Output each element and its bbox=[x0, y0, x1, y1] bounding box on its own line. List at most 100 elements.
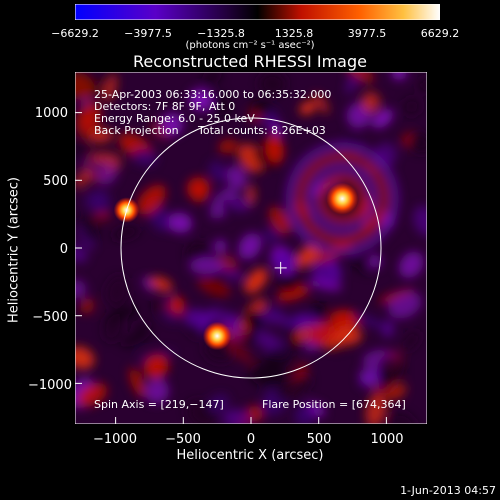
texture-blob bbox=[307, 320, 341, 345]
texture-blob bbox=[368, 254, 382, 269]
texture-blob bbox=[391, 72, 407, 81]
texture-blob bbox=[249, 362, 287, 388]
colorbar-tick: −3977.5 bbox=[124, 27, 172, 40]
texture-blob bbox=[382, 320, 395, 338]
sidelobe-ring bbox=[296, 152, 389, 245]
texture-blob bbox=[388, 291, 422, 319]
texture-blob bbox=[120, 328, 151, 348]
footer-date: 1-Jun-2013 04:57 bbox=[400, 484, 496, 497]
texture-blob bbox=[268, 206, 292, 235]
sidelobe-ring bbox=[307, 163, 378, 234]
texture-blob bbox=[208, 394, 229, 413]
texture-blob bbox=[128, 367, 146, 398]
texture-blob bbox=[277, 376, 312, 400]
texture-blob bbox=[229, 312, 240, 339]
chart-title: Reconstructed RHESSI Image bbox=[133, 52, 367, 71]
texture-blob bbox=[242, 326, 259, 349]
texture-blob bbox=[209, 93, 232, 116]
sidelobe-ring bbox=[285, 141, 400, 256]
texture-blob bbox=[80, 156, 106, 177]
texture-blob bbox=[160, 112, 184, 136]
texture-blob bbox=[132, 149, 157, 166]
texture-blob bbox=[189, 88, 213, 112]
texture-blob bbox=[233, 196, 253, 212]
texture-blob bbox=[225, 339, 253, 365]
texture-blob bbox=[246, 184, 256, 206]
y-tick-label: 1000 bbox=[34, 106, 68, 121]
texture-blob bbox=[329, 309, 362, 328]
texture-blob bbox=[77, 383, 108, 407]
texture-blob bbox=[75, 101, 102, 137]
x-tick-label: 500 bbox=[306, 432, 332, 447]
texture-blob bbox=[75, 72, 95, 101]
texture-blob bbox=[170, 295, 185, 315]
texture-blob bbox=[167, 212, 193, 233]
texture-blob bbox=[244, 268, 268, 294]
spin-axis-marker bbox=[274, 261, 287, 274]
texture-blob bbox=[269, 120, 283, 137]
texture-blob bbox=[201, 72, 223, 86]
colorbar-tick: −1325.8 bbox=[197, 27, 245, 40]
texture-blob bbox=[197, 277, 231, 297]
texture-blob bbox=[80, 297, 95, 314]
texture-blob bbox=[401, 331, 421, 352]
texture-blob bbox=[250, 100, 273, 115]
texture-blob bbox=[133, 320, 151, 331]
texture-blob bbox=[361, 91, 381, 113]
texture-blob bbox=[216, 266, 245, 281]
detectors-text: Detectors: 7F 8F 9F, Att 0 bbox=[94, 100, 236, 113]
bright-source bbox=[202, 321, 232, 351]
texture-blob bbox=[413, 205, 427, 236]
x-tick-label: −500 bbox=[165, 432, 201, 447]
texture-blob bbox=[184, 309, 208, 326]
colorbar-tick: 3977.5 bbox=[347, 27, 387, 40]
texture-blob bbox=[78, 213, 99, 244]
texture-blob bbox=[111, 226, 140, 240]
colorbar-tick: 1325.8 bbox=[274, 27, 314, 40]
method-text: Back Projection bbox=[94, 124, 179, 137]
y-axis-label: Heliocentric Y (arcsec) bbox=[6, 177, 22, 323]
texture-blob bbox=[238, 233, 262, 260]
total-counts-text: Total counts: 8.26E+03 bbox=[198, 124, 326, 137]
texture-blob bbox=[276, 285, 310, 302]
x-tick-label: −1000 bbox=[93, 432, 137, 447]
x-tick-label: 1000 bbox=[370, 432, 404, 447]
texture-blob bbox=[87, 129, 114, 143]
texture-blob bbox=[75, 244, 88, 263]
texture-blob bbox=[226, 165, 247, 189]
texture-blob bbox=[296, 244, 320, 268]
colorbar-units: (photons cm⁻² s⁻¹ asec⁻²) bbox=[185, 40, 315, 51]
y-tick-label: 500 bbox=[43, 174, 68, 189]
texture-blob bbox=[190, 183, 209, 203]
texture-blob bbox=[145, 378, 170, 404]
colorbar-tick: −6629.2 bbox=[51, 27, 99, 40]
texture-blob bbox=[398, 251, 424, 278]
texture-blob bbox=[209, 161, 227, 183]
texture-blob bbox=[265, 134, 284, 164]
sidelobe-ring bbox=[317, 174, 367, 224]
texture-blob bbox=[258, 72, 286, 97]
texture-blob bbox=[313, 93, 329, 114]
texture-blob bbox=[142, 277, 156, 292]
x-axis-label: Heliocentric X (arcsec) bbox=[176, 448, 324, 463]
y-tick-label: −1000 bbox=[28, 378, 72, 393]
x-tick-label: 0 bbox=[246, 432, 256, 447]
texture-blob bbox=[103, 73, 118, 103]
texture-blob bbox=[75, 139, 93, 160]
texture-blob bbox=[294, 405, 316, 424]
texture-blob bbox=[218, 139, 238, 154]
spin-axis-text: Spin Axis = [219,−147] bbox=[94, 398, 224, 411]
texture-blob bbox=[222, 197, 233, 216]
y-tick-label: −500 bbox=[32, 310, 68, 325]
colorbar bbox=[75, 4, 440, 20]
texture-blob bbox=[75, 346, 95, 370]
texture-blob bbox=[136, 184, 166, 215]
texture-blob bbox=[105, 275, 130, 308]
flare-position-text: Flare Position = [674,364] bbox=[262, 398, 406, 411]
texture-blob bbox=[272, 398, 288, 415]
texture-blob bbox=[417, 78, 427, 93]
texture-blob bbox=[372, 108, 394, 129]
time-range-text: 25-Apr-2003 06:33:16.000 to 06:35:32.000 bbox=[94, 88, 332, 101]
y-tick-label: 0 bbox=[59, 242, 68, 257]
texture-blob bbox=[91, 190, 111, 214]
